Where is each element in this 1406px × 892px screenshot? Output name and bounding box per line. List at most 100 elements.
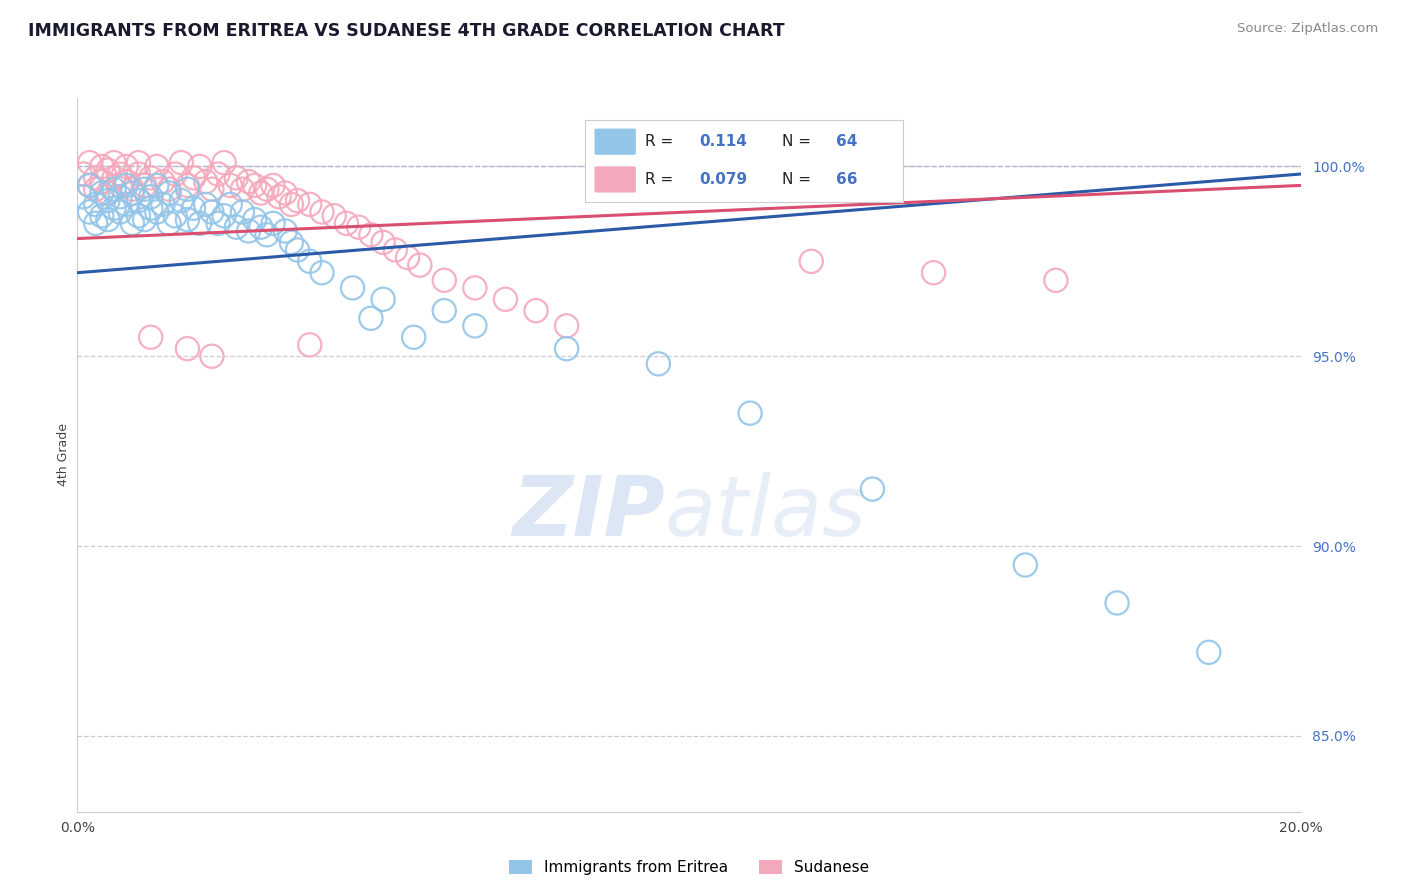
Point bbox=[201, 349, 224, 363]
Point bbox=[139, 201, 162, 215]
Point bbox=[115, 160, 138, 174]
Point bbox=[79, 205, 101, 219]
Point bbox=[108, 205, 131, 219]
Point bbox=[396, 251, 419, 265]
Point bbox=[371, 235, 394, 250]
Point bbox=[183, 201, 205, 215]
Point bbox=[342, 281, 364, 295]
Point bbox=[90, 175, 112, 189]
Point bbox=[72, 167, 94, 181]
Point bbox=[139, 190, 162, 204]
Point bbox=[219, 178, 242, 193]
Point bbox=[238, 175, 260, 189]
Point bbox=[84, 197, 107, 211]
Point bbox=[84, 182, 107, 196]
Point bbox=[152, 175, 174, 189]
Point bbox=[298, 197, 321, 211]
Point bbox=[250, 220, 273, 235]
Point bbox=[250, 186, 273, 200]
Point bbox=[464, 318, 486, 333]
Point bbox=[170, 155, 193, 169]
Point bbox=[262, 178, 284, 193]
Point bbox=[194, 175, 217, 189]
Point bbox=[219, 197, 242, 211]
Point bbox=[280, 197, 302, 211]
Point bbox=[127, 209, 149, 223]
Point bbox=[165, 209, 187, 223]
Point bbox=[231, 182, 253, 196]
Point bbox=[97, 194, 120, 208]
Point bbox=[298, 338, 321, 352]
Point bbox=[225, 220, 247, 235]
Point bbox=[524, 303, 547, 318]
Point bbox=[97, 212, 120, 227]
Point bbox=[72, 190, 94, 204]
Point bbox=[146, 205, 169, 219]
Point bbox=[740, 406, 762, 420]
Point bbox=[647, 357, 669, 371]
Point bbox=[1014, 558, 1036, 572]
Point bbox=[121, 216, 143, 230]
Y-axis label: 4th Grade: 4th Grade bbox=[58, 424, 70, 486]
Point bbox=[127, 167, 149, 181]
Point bbox=[274, 186, 297, 200]
Point bbox=[274, 224, 297, 238]
Point bbox=[157, 186, 180, 200]
Point bbox=[800, 254, 823, 268]
Point bbox=[146, 160, 169, 174]
Point bbox=[238, 224, 260, 238]
Point bbox=[555, 318, 578, 333]
Point bbox=[188, 160, 211, 174]
Point bbox=[188, 216, 211, 230]
Point bbox=[115, 175, 138, 189]
Point bbox=[176, 182, 198, 196]
Point bbox=[115, 178, 138, 193]
Point bbox=[207, 216, 229, 230]
Point bbox=[433, 273, 456, 287]
Point bbox=[862, 482, 884, 496]
Point bbox=[79, 155, 101, 169]
Point bbox=[212, 209, 235, 223]
Point bbox=[256, 182, 278, 196]
Point bbox=[97, 186, 120, 200]
Point bbox=[280, 235, 302, 250]
Point bbox=[176, 212, 198, 227]
Point bbox=[121, 186, 143, 200]
Point bbox=[121, 182, 143, 196]
Point bbox=[139, 170, 162, 185]
Point bbox=[262, 216, 284, 230]
Point bbox=[311, 205, 333, 219]
Point bbox=[79, 178, 101, 193]
Point bbox=[360, 227, 382, 242]
Legend: Immigrants from Eritrea, Sudanese: Immigrants from Eritrea, Sudanese bbox=[509, 861, 869, 875]
Point bbox=[103, 182, 125, 196]
Point bbox=[298, 254, 321, 268]
Point bbox=[201, 205, 224, 219]
Point bbox=[464, 281, 486, 295]
Point bbox=[194, 197, 217, 211]
Point bbox=[176, 178, 198, 193]
Text: ZIP: ZIP bbox=[512, 472, 665, 552]
Point bbox=[347, 220, 370, 235]
Point bbox=[157, 182, 180, 196]
Point bbox=[433, 303, 456, 318]
Point bbox=[243, 178, 266, 193]
Point bbox=[402, 330, 425, 344]
Point bbox=[134, 178, 156, 193]
Point bbox=[103, 201, 125, 215]
Point bbox=[207, 167, 229, 181]
Point bbox=[323, 209, 346, 223]
Point bbox=[371, 293, 394, 307]
Point bbox=[335, 216, 357, 230]
Point bbox=[152, 197, 174, 211]
Point bbox=[201, 182, 224, 196]
Text: atlas: atlas bbox=[665, 472, 866, 552]
Point bbox=[495, 293, 517, 307]
Point bbox=[225, 170, 247, 185]
Point bbox=[287, 243, 309, 257]
Point bbox=[97, 163, 120, 178]
Point bbox=[127, 194, 149, 208]
Point bbox=[170, 194, 193, 208]
Point bbox=[134, 182, 156, 196]
Point bbox=[243, 212, 266, 227]
